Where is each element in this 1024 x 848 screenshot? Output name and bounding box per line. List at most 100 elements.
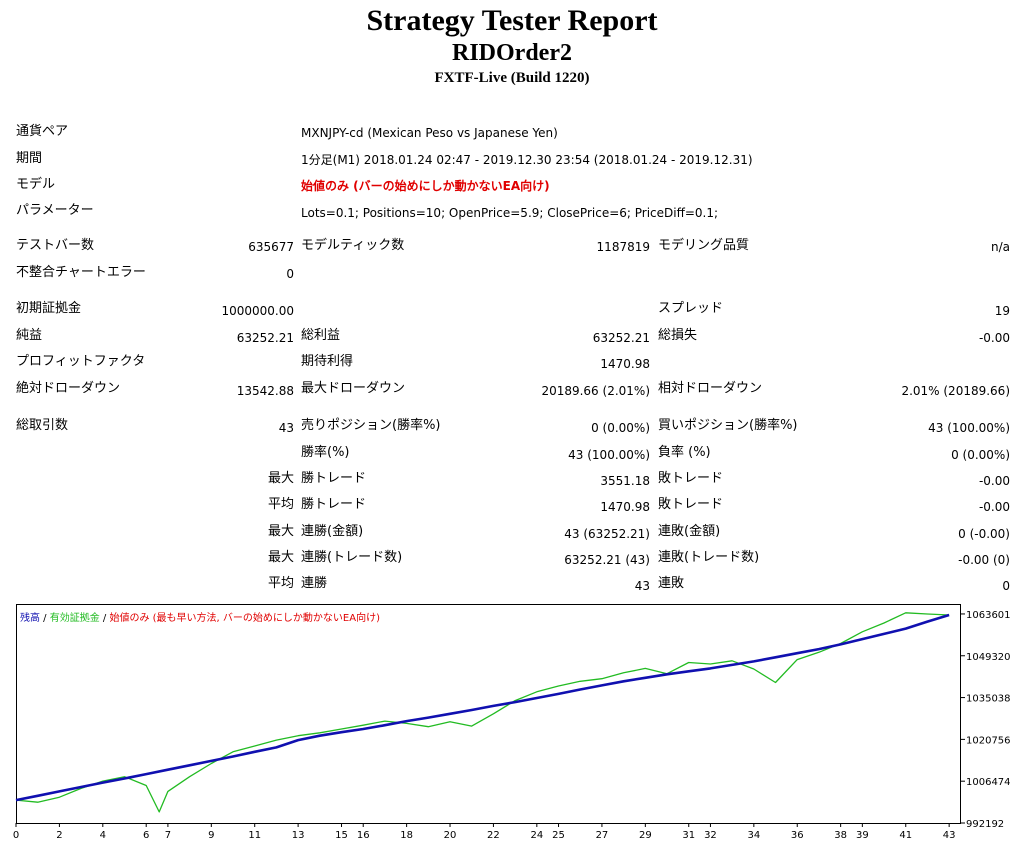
- x-tick-label: 24: [530, 830, 543, 841]
- net-profit-value: 63252.21: [236, 331, 294, 345]
- avg-consec-label: 平均: [267, 576, 294, 591]
- max-consec-wins-label: 連勝(金額): [301, 524, 364, 539]
- abs-drawdown-label: 絶対ドローダウン: [16, 381, 121, 396]
- x-tick-label: 0: [13, 830, 19, 841]
- expected-payoff-label: 期待利得: [301, 354, 354, 369]
- x-tick-label: 27: [596, 830, 609, 841]
- model-value: 始値のみ (バーの始めにしか動かないEA向け): [301, 179, 550, 193]
- spread-value: 19: [994, 304, 1010, 318]
- max-consec-losses-label: 連敗(金額): [658, 524, 721, 539]
- balance-line: [15, 613, 950, 802]
- x-tick-label: 32: [704, 830, 717, 841]
- avg-consec-losses-value: 0: [1002, 579, 1010, 593]
- x-tick-label: 36: [791, 830, 804, 841]
- gross-loss-label: 総損失: [658, 328, 698, 343]
- x-tick-label: 6: [143, 830, 149, 841]
- x-tick-label: 34: [747, 830, 760, 841]
- max-drawdown-label: 最大ドローダウン: [301, 381, 406, 396]
- abs-drawdown-value: 13542.88: [236, 384, 294, 398]
- bars-value: 635677: [248, 240, 294, 254]
- deposit-label: 初期証拠金: [16, 301, 82, 316]
- long-positions-label: 買いポジション(勝率%): [658, 418, 798, 433]
- x-tick-label: 31: [682, 830, 695, 841]
- y-tick-label: 1049320: [966, 652, 1011, 663]
- mismatch-label: 不整合チャートエラー: [16, 265, 146, 280]
- x-tick-label: 29: [639, 830, 652, 841]
- legend-equity: 有効証拠金: [49, 613, 100, 624]
- x-tick-label: 41: [899, 830, 912, 841]
- quality-value: n/a: [990, 240, 1010, 254]
- maximum-label: 最大: [267, 524, 294, 539]
- max-drawdown-value: 20189.66 (2.01%): [541, 384, 650, 398]
- ticks-label: モデルティック数: [301, 238, 405, 253]
- expected-payoff-value: 1470.98: [600, 357, 650, 371]
- average-label: 平均: [267, 497, 294, 512]
- avg-consec-losses-label: 連敗: [658, 576, 685, 591]
- max-consec-losses-value: 0 (-0.00): [958, 527, 1010, 541]
- gross-profit-value: 63252.21: [592, 331, 650, 345]
- y-tick-label: 1063601: [966, 610, 1011, 621]
- largest-loss-value: -0.00: [978, 474, 1010, 488]
- params-label: パラメーター: [16, 203, 94, 218]
- plot-frame: [16, 604, 961, 824]
- short-positions-value: 0 (0.00%): [591, 421, 650, 435]
- legend-sep-2: /: [99, 613, 110, 624]
- equity-line: [15, 612, 950, 813]
- x-tick-label: 16: [357, 830, 370, 841]
- quality-label: モデリング品質: [658, 238, 750, 253]
- x-tick-label: 38: [834, 830, 847, 841]
- x-tick-label: 18: [400, 830, 413, 841]
- chart-svg: 1063601 1049320 1035038 1020756 1006474 99219…: [13, 604, 1011, 841]
- deposit-value: 1000000.00: [221, 304, 294, 318]
- avg-loss-label: 敗トレード: [658, 497, 724, 512]
- legend-balance: 残高: [20, 613, 40, 624]
- report-title: Strategy Tester Report: [366, 4, 658, 37]
- x-tick-label: 15: [335, 830, 348, 841]
- period-label: 期間: [16, 151, 43, 166]
- net-profit-label: 純益: [16, 328, 43, 343]
- avg-win-value: 1470.98: [600, 500, 650, 514]
- loss-rate-value: 0 (0.00%): [951, 448, 1010, 462]
- short-positions-label: 売りポジション(勝率%): [301, 418, 441, 433]
- period-value: 1分足(M1) 2018.01.24 02:47 - 2019.12.30 23…: [301, 153, 753, 167]
- x-tick-label: 2: [56, 830, 62, 841]
- x-tick-label: 7: [165, 830, 171, 841]
- x-tick-label: 43: [943, 830, 956, 841]
- symbol-label: 通貨ペア: [16, 124, 69, 139]
- x-tick-label: 25: [552, 830, 565, 841]
- maximal-label: 最大: [267, 550, 294, 565]
- win-rate-value: 43 (100.00%): [568, 448, 650, 462]
- x-tick-label: 9: [208, 830, 214, 841]
- total-trades-label: 総取引数: [16, 418, 69, 433]
- params-value: Lots=0.1; Positions=10; OpenPrice=5.9; C…: [301, 206, 719, 220]
- total-trades-value: 43: [278, 421, 294, 435]
- avg-loss-value: -0.00: [978, 500, 1010, 514]
- balance-chart: 1063601 1049320 1035038 1020756 1006474 99219…: [13, 604, 1020, 844]
- largest-win-value: 3551.18: [600, 474, 650, 488]
- symbol-value: MXNJPY-cd (Mexican Peso vs Japanese Yen): [301, 126, 558, 140]
- gross-profit-label: 総利益: [301, 328, 341, 343]
- long-positions-value: 43 (100.00%): [928, 421, 1010, 435]
- rel-drawdown-value: 2.01% (20189.66): [901, 384, 1010, 398]
- spread-label: スプレッド: [658, 301, 724, 316]
- profit-factor-label: プロフィットファクタ: [16, 354, 146, 369]
- server-build: FXTF-Live (Build 1220): [434, 70, 590, 86]
- loss-rate-label: 負率 (%): [658, 445, 711, 460]
- max-consec-profit-label: 連勝(トレード数): [301, 550, 403, 565]
- max-consec-loss-value: -0.00 (0): [958, 553, 1010, 567]
- legend-sep-1: /: [40, 613, 50, 624]
- win-rate-label: 勝率(%): [301, 445, 350, 460]
- x-tick-label: 11: [248, 830, 261, 841]
- x-tick-label: 39: [856, 830, 869, 841]
- max-consec-wins-value: 43 (63252.21): [564, 527, 650, 541]
- y-tick-label: 1035038: [966, 694, 1011, 705]
- largest-label: 最大: [267, 471, 294, 486]
- x-tick-label: 4: [100, 830, 106, 841]
- avg-win-label: 勝トレード: [301, 497, 367, 512]
- chart-legend: 残高 / 有効証拠金 / 始値のみ (最も早い方法, バーの始めにしか動かないE…: [20, 609, 380, 624]
- bars-label: テストバー数: [16, 238, 95, 253]
- mismatch-value: 0: [286, 267, 294, 281]
- expert-name: RIDOrder2: [452, 40, 572, 66]
- legend-model: 始値のみ (最も早い方法, バーの始めにしか動かないEA向け): [109, 613, 380, 624]
- ticks-value: 1187819: [596, 240, 650, 254]
